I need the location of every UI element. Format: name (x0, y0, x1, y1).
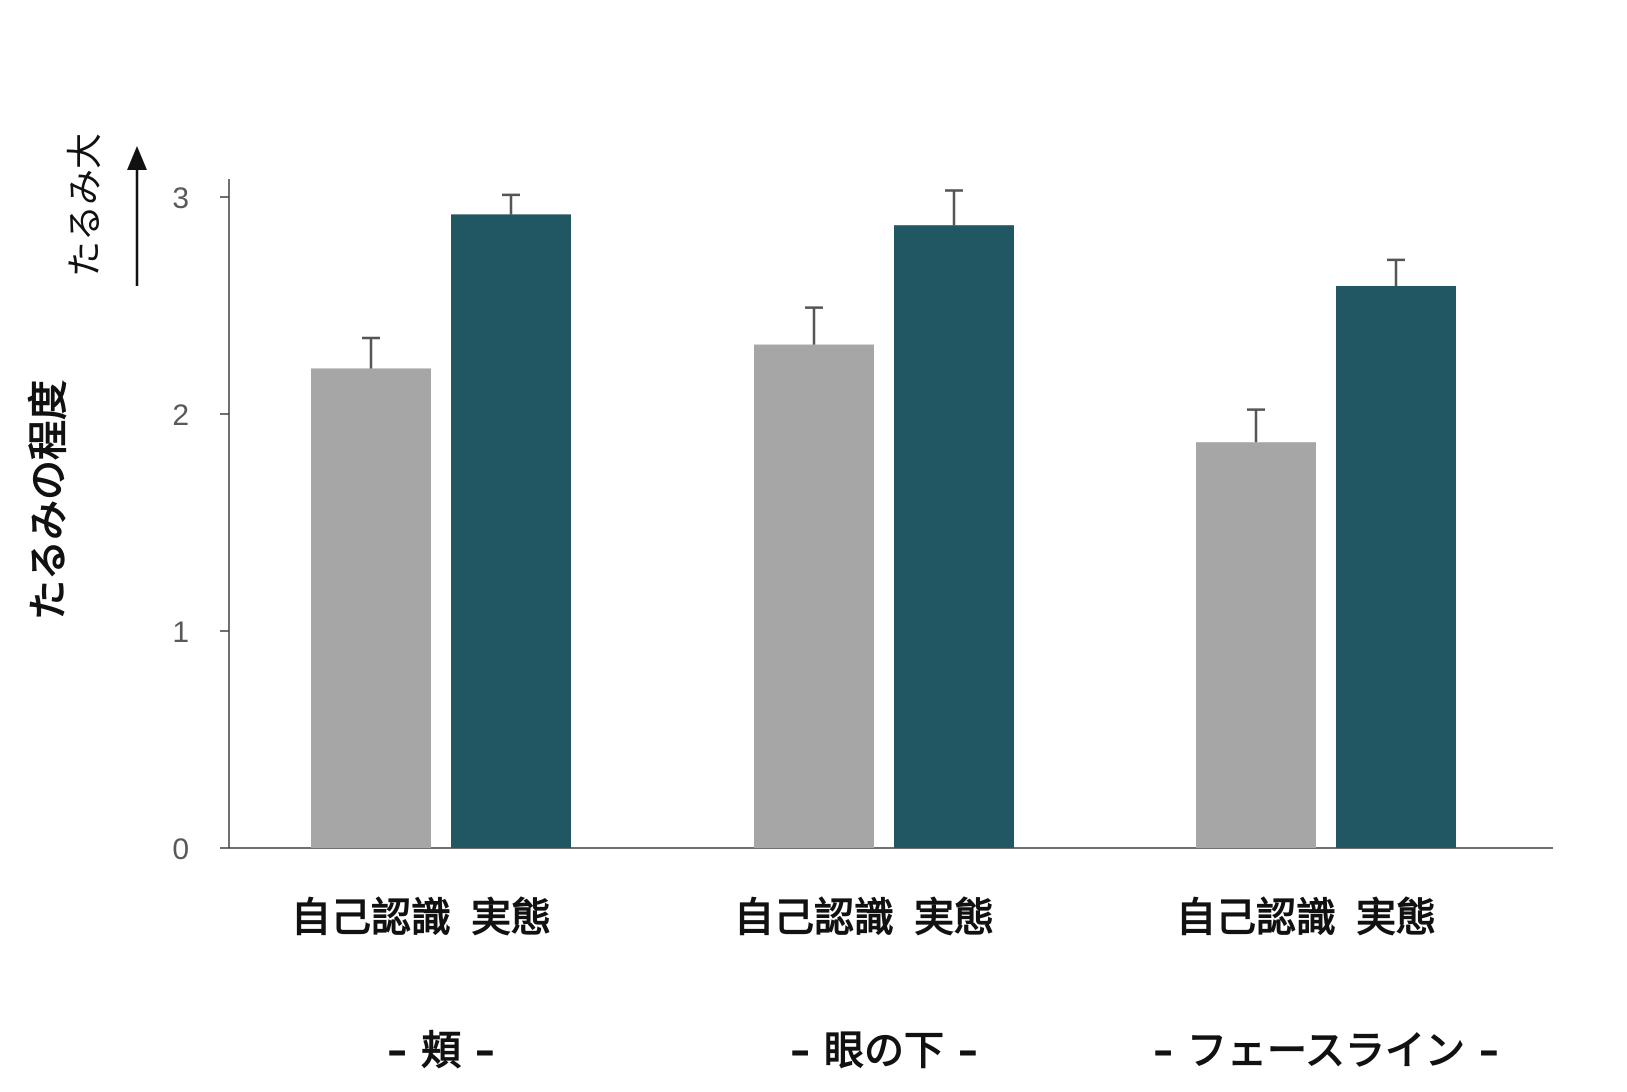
direction-arrow: たるみ大 (65, 133, 147, 286)
x-category-label: 自己認識 (291, 895, 451, 941)
group-label: – 眼の下 – (790, 1028, 978, 1074)
x-category-label: 自己認識 (1176, 895, 1336, 941)
y-tick-label: 2 (172, 399, 189, 432)
x-category-label: 実態 (1356, 895, 1436, 941)
bar (311, 368, 431, 848)
arrow-head-icon (127, 146, 147, 170)
y-tick-label: 0 (172, 833, 189, 866)
bar (1196, 442, 1316, 848)
y-axis-label: たるみの程度 (26, 380, 72, 620)
group-label: – 頬 – (387, 1028, 495, 1074)
x-category-label: 実態 (471, 895, 551, 941)
y-tick-label: 3 (172, 182, 189, 215)
y-tick-label: 1 (172, 616, 189, 649)
group-label: – フェースライン – (1153, 1028, 1499, 1074)
arrow-label: たるみ大 (65, 133, 106, 277)
bar (451, 214, 571, 849)
bar (894, 225, 1014, 848)
bar (1336, 285, 1456, 849)
x-category-label: 実態 (914, 895, 994, 941)
x-category-label: 自己認識 (734, 895, 894, 941)
bar (754, 344, 874, 848)
